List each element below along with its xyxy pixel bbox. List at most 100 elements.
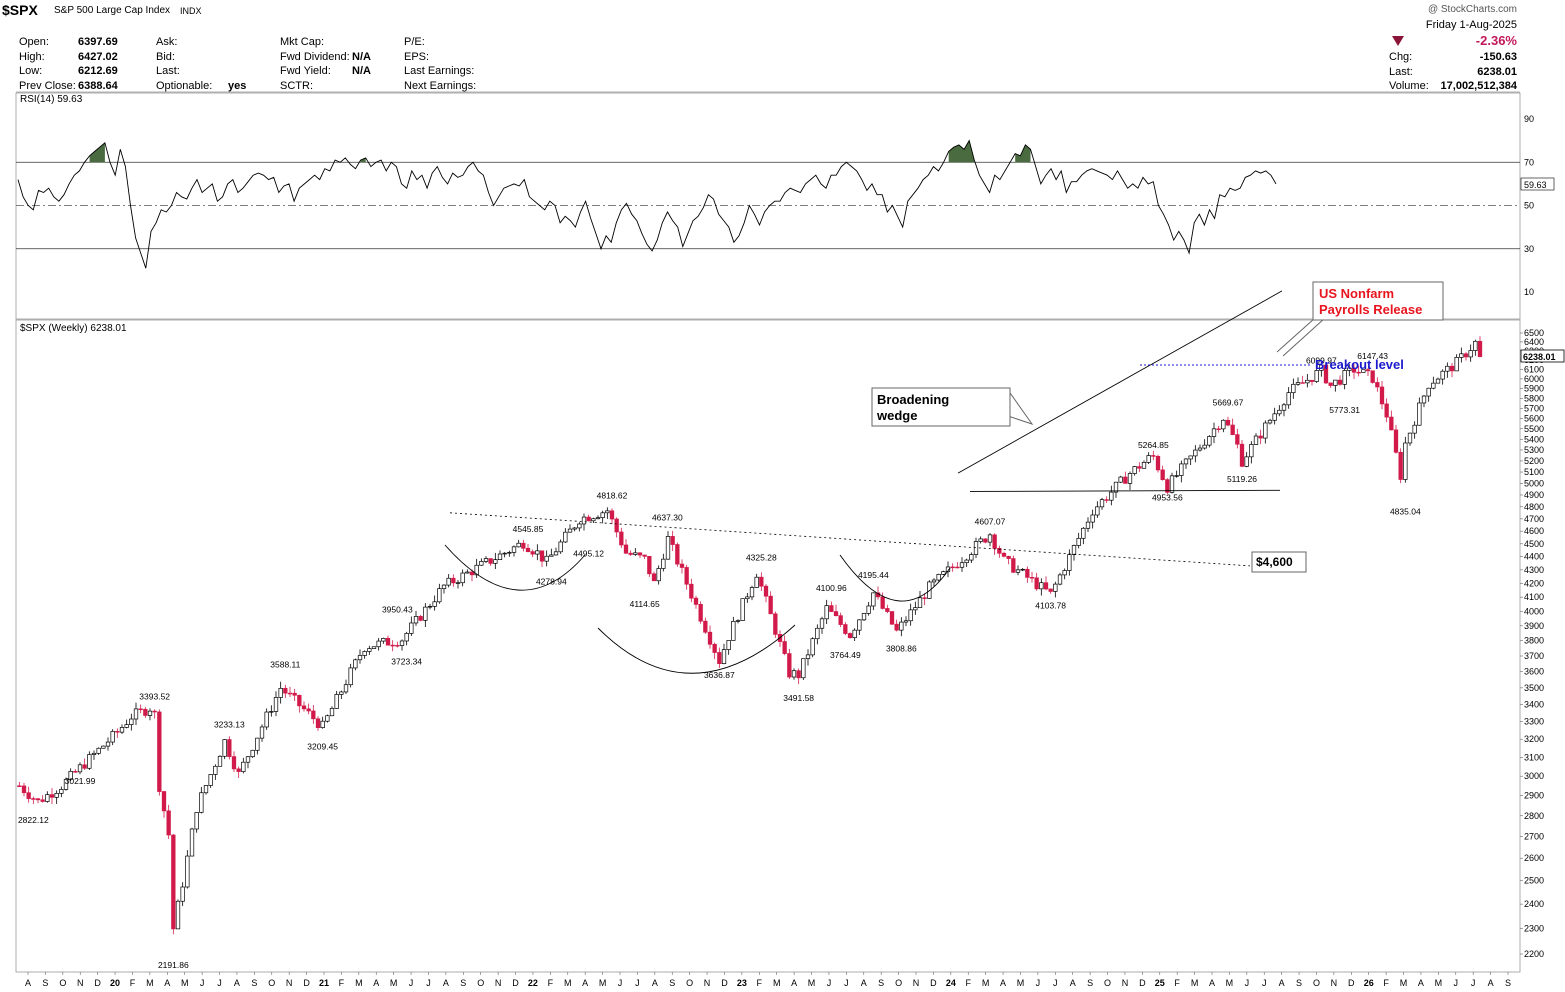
x-axis-label: F <box>548 978 554 988</box>
price-annotation: 2822.12 <box>18 815 49 825</box>
price-annotation: 4325.28 <box>746 552 777 562</box>
candle-up <box>866 605 871 614</box>
candle-up <box>1277 409 1282 415</box>
candle-up <box>749 587 755 598</box>
candle-up <box>544 555 549 562</box>
candle-up <box>1039 582 1044 590</box>
candle-down <box>782 641 787 654</box>
wedge-lower-line <box>969 489 1281 492</box>
price-annotation: 4195.44 <box>858 570 889 580</box>
x-axis-label: J <box>200 978 205 988</box>
candle-down <box>1323 364 1329 384</box>
candle-up <box>362 651 367 656</box>
candle-down <box>1123 476 1128 484</box>
x-axis-label: S <box>42 978 48 988</box>
field-label: P/E: <box>404 36 425 48</box>
x-axis-label: M <box>1435 978 1443 988</box>
candle-up <box>903 620 909 623</box>
candle-down <box>315 718 321 728</box>
candle-up <box>1197 447 1203 451</box>
price-tick-label: 5000 <box>1524 478 1544 488</box>
candle-down <box>35 798 41 801</box>
price-annotation: 4607.07 <box>975 516 1006 526</box>
candle-down <box>171 834 176 930</box>
rsi-tick-label: 30 <box>1524 244 1534 254</box>
candle-up <box>1445 365 1450 372</box>
candle-up <box>483 558 489 562</box>
candle-up <box>250 749 255 758</box>
x-axis-label: J <box>426 978 431 988</box>
price-panel-frame <box>15 319 1521 973</box>
price-annotation: 4637.30 <box>652 513 683 523</box>
price-tick-label: 4200 <box>1524 578 1544 588</box>
candle-up <box>1113 481 1119 493</box>
candle-up <box>320 720 325 728</box>
candle-up <box>978 538 983 542</box>
x-axis-label: N <box>1122 978 1129 988</box>
candle-up <box>964 559 969 564</box>
price-annotation: 3808.86 <box>886 643 917 653</box>
candle-down <box>539 550 545 562</box>
callout-box-nonfarm <box>1312 281 1444 321</box>
candle-up <box>824 605 829 620</box>
candle-up <box>334 694 339 709</box>
quote-details: Open: 6397.69 High: 6427.02 Low: 6212.69 Prev … <box>0 0 1565 92</box>
price-annotation: 4278.94 <box>536 577 567 587</box>
candle-down <box>703 620 708 633</box>
candle-up <box>1473 340 1478 351</box>
x-axis-label: M <box>1191 978 1199 988</box>
candle-down <box>693 597 699 605</box>
candle-down <box>894 623 899 631</box>
candle-down <box>623 544 629 554</box>
x-axis-label: A <box>25 978 31 988</box>
candle-up <box>987 534 993 543</box>
candle-up <box>1342 370 1347 385</box>
candle-up <box>45 794 50 802</box>
x-axis-label: S <box>669 978 675 988</box>
price-tick-label: 4500 <box>1524 539 1544 549</box>
price-annotation: 5119.26 <box>1227 474 1257 484</box>
candle-down <box>287 692 293 695</box>
candle-up <box>1081 527 1086 539</box>
price-tick-label: 5600 <box>1524 413 1544 423</box>
price-tick-label: 5100 <box>1524 467 1544 477</box>
x-axis-label: J <box>844 978 849 988</box>
candle-up <box>899 621 904 631</box>
price-annotation: 3588.11 <box>270 660 300 670</box>
candle-down <box>833 611 839 617</box>
price-tick-label: 5300 <box>1524 445 1544 455</box>
candle-up <box>726 640 731 650</box>
rsi-tick-label: 50 <box>1524 201 1534 211</box>
field-label: Next Earnings: <box>404 79 477 92</box>
callout-box-wedge <box>871 387 1011 427</box>
candle-up <box>437 588 442 603</box>
rsi-overbought-fill <box>1015 144 1031 163</box>
candle-down <box>1025 568 1030 578</box>
candle-down <box>679 563 685 568</box>
candle-up <box>441 584 447 590</box>
candle-down <box>1225 419 1231 426</box>
price-annotation: 4495.12 <box>573 548 604 558</box>
candle-up <box>1118 476 1123 483</box>
candle-up <box>819 618 825 629</box>
candle-up <box>1193 449 1198 457</box>
candle-down <box>763 585 769 597</box>
x-axis-label: F <box>1174 978 1180 988</box>
candle-up <box>343 684 349 693</box>
candle-up <box>577 523 582 529</box>
candle-down <box>21 785 27 794</box>
candle-up <box>1253 435 1259 445</box>
candle-down <box>1230 424 1235 435</box>
candle-up <box>1053 583 1058 592</box>
candle-up <box>581 516 587 525</box>
candle-down <box>488 558 493 564</box>
candle-up <box>507 552 512 554</box>
candle-up <box>185 855 190 888</box>
candle-up <box>721 649 727 664</box>
candle-down <box>1477 340 1483 357</box>
price-tick-label: 4000 <box>1524 606 1544 616</box>
price-tick-label: 2400 <box>1524 899 1544 909</box>
price-tick-label: 5500 <box>1524 424 1544 434</box>
x-axis-label: J <box>409 978 414 988</box>
